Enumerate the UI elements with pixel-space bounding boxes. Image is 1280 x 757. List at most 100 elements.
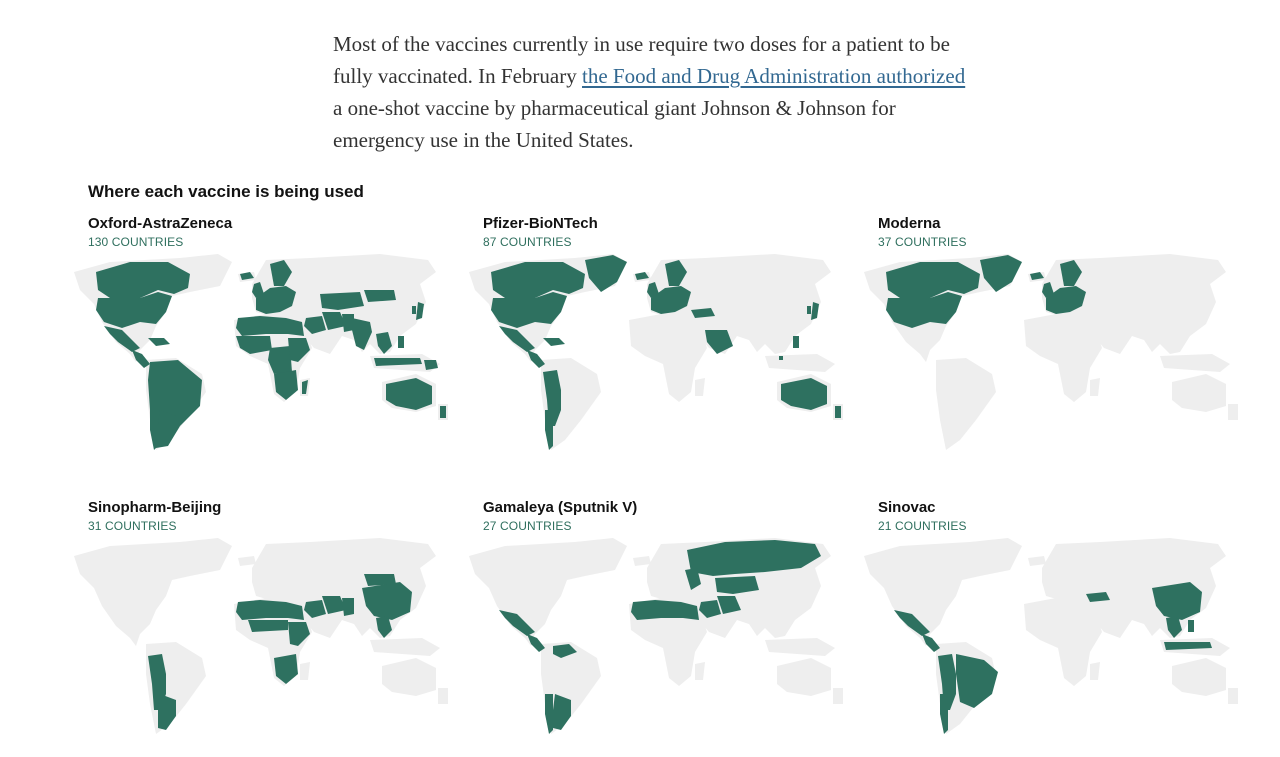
region-argentina xyxy=(158,410,176,446)
vaccine-name: Gamaleya (Sputnik V) xyxy=(483,499,638,516)
region-europe xyxy=(1046,286,1086,314)
section-title: Where each vaccine is being used xyxy=(88,182,364,201)
land-mass xyxy=(238,556,256,566)
region-korea xyxy=(412,306,416,314)
land-mass xyxy=(370,638,440,656)
land-mass xyxy=(695,378,705,396)
region-mongolia xyxy=(364,574,396,586)
country-count: 27 COUNTRIES xyxy=(483,519,572,533)
land-mass xyxy=(1228,688,1238,704)
land-mass xyxy=(765,638,835,656)
vaccine-name: Moderna xyxy=(878,215,941,232)
region-japan xyxy=(811,302,819,320)
region-scandinavia xyxy=(270,260,292,286)
region-chile xyxy=(150,410,158,450)
region-australia xyxy=(386,378,432,410)
region-canada xyxy=(96,262,190,298)
region-philippines xyxy=(1188,620,1194,632)
land-mass xyxy=(1024,598,1102,686)
land-mass xyxy=(1228,404,1238,420)
land-mass xyxy=(1090,662,1100,680)
land-mass xyxy=(864,538,1022,646)
region-chile xyxy=(545,694,553,734)
region-north-africa xyxy=(631,600,699,620)
region-pakistan xyxy=(342,314,354,332)
region-east-africa xyxy=(288,338,310,362)
region-singapore xyxy=(779,356,783,360)
region-iran xyxy=(322,596,346,614)
region-usa xyxy=(886,292,962,328)
land-mass xyxy=(1160,354,1230,372)
land-mass xyxy=(777,658,831,696)
region-mongolia xyxy=(364,290,396,302)
region-central-america xyxy=(527,350,545,368)
region-andes xyxy=(938,654,956,710)
region-middle-east xyxy=(699,600,721,618)
region-new-zealand xyxy=(835,406,841,418)
region-venezuela xyxy=(553,644,577,658)
fda-authorized-link[interactable]: the Food and Drug Administration authori… xyxy=(582,64,966,88)
region-central-africa xyxy=(268,346,292,374)
region-mexico xyxy=(104,326,140,352)
region-southeast-asia xyxy=(376,332,392,354)
country-count: 87 COUNTRIES xyxy=(483,235,572,249)
land-mass xyxy=(1172,374,1226,412)
region-andes xyxy=(543,370,561,426)
region-chile xyxy=(545,410,553,450)
world-map xyxy=(74,538,448,734)
region-philippines xyxy=(793,336,799,348)
land-mass xyxy=(629,598,707,686)
region-usa xyxy=(491,292,567,328)
region-europe xyxy=(256,286,296,314)
region-mexico xyxy=(894,610,930,636)
land-mass xyxy=(1042,254,1226,354)
region-indonesia xyxy=(374,358,422,366)
region-southern-africa xyxy=(274,370,298,400)
region-middle-east xyxy=(304,316,326,334)
land-mass xyxy=(469,538,627,646)
map-panel-sinovac: Sinovac 21 COUNTRIES xyxy=(860,499,1256,739)
country-count: 31 COUNTRIES xyxy=(88,519,177,533)
region-turkey xyxy=(1086,592,1110,602)
region-uk xyxy=(252,282,264,298)
land-mass xyxy=(1028,556,1046,566)
region-east-europe xyxy=(685,568,701,590)
vaccine-name: Sinovac xyxy=(878,499,936,516)
region-central-america xyxy=(922,634,940,652)
vaccine-name: Sinopharm-Beijing xyxy=(88,499,222,516)
region-scandinavia xyxy=(1060,260,1082,286)
region-north-africa xyxy=(236,600,304,620)
world-map xyxy=(469,538,843,734)
region-argentina xyxy=(553,694,571,730)
map-panel-oxford-astrazeneca: Oxford-AstraZeneca 130 COUNTRIES xyxy=(70,215,466,455)
region-arabia xyxy=(705,330,733,354)
region-png xyxy=(424,360,438,370)
region-india xyxy=(352,318,372,350)
region-chile xyxy=(940,694,948,734)
region-east-africa xyxy=(288,622,310,646)
region-argentina xyxy=(158,694,176,730)
land-mass xyxy=(438,688,448,704)
land-mass xyxy=(633,556,651,566)
region-china xyxy=(362,582,412,620)
region-central-america xyxy=(527,634,545,652)
land-mass xyxy=(1090,378,1100,396)
region-mexico xyxy=(499,326,535,352)
region-china xyxy=(1152,582,1202,620)
world-map xyxy=(469,254,843,450)
region-iceland xyxy=(240,272,254,280)
region-iceland xyxy=(635,272,649,280)
country-count: 130 COUNTRIES xyxy=(88,235,184,249)
region-uk xyxy=(647,282,659,298)
region-iran xyxy=(717,596,741,614)
region-southeast-asia xyxy=(376,616,392,638)
region-sahel xyxy=(248,620,288,632)
intro-text-after: a one-shot vaccine by pharmaceutical gia… xyxy=(333,96,896,152)
land-mass xyxy=(629,314,707,402)
region-greenland xyxy=(980,255,1022,292)
land-mass xyxy=(695,662,705,680)
world-map xyxy=(864,254,1238,450)
region-mexico xyxy=(499,610,535,636)
region-usa xyxy=(96,292,172,328)
land-mass xyxy=(765,354,835,372)
